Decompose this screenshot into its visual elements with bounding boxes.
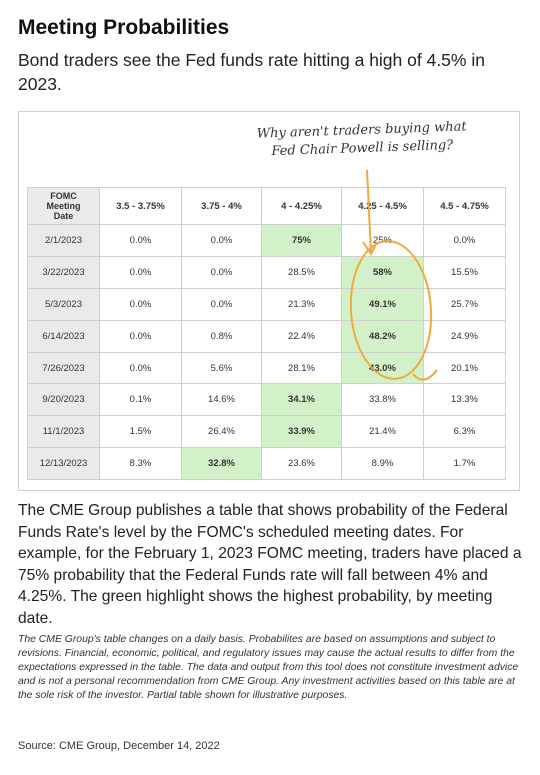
column-header: 4 - 4.25% (261, 187, 342, 225)
corner-header: FOMC Meeting Date (27, 187, 100, 225)
handwritten-annotation: Why aren't traders buying what Fed Chair… (236, 118, 487, 163)
probability-figure: Why aren't traders buying what Fed Chair… (18, 111, 520, 491)
probability-cell: 20.1% (423, 351, 506, 385)
probability-cell: 0.0% (99, 319, 182, 353)
meeting-date: 11/1/2023 (27, 415, 100, 449)
probability-cell: 0.8% (181, 319, 262, 353)
probability-cell: 0.0% (99, 351, 182, 385)
corner-line: Date (53, 211, 74, 221)
probability-cell: 8.3% (99, 447, 182, 481)
probability-cell: 1.7% (423, 447, 506, 481)
highest-probability-cell: 33.9% (261, 415, 342, 449)
probability-cell: 0.1% (99, 383, 182, 417)
meeting-probabilities-table: FOMC Meeting Date 3.5 - 3.75% 3.75 - 4% … (27, 187, 506, 481)
table-row: 6/14/2023 0.0% 0.8% 22.4% 48.2% 24.9% (27, 319, 506, 353)
column-header: 3.5 - 3.75% (99, 187, 182, 225)
disclaimer: The CME Group's table changes on a daily… (18, 634, 519, 701)
probability-cell: 0.0% (181, 287, 262, 321)
highest-probability-cell: 75% (261, 224, 342, 257)
column-header: 4.5 - 4.75% (423, 187, 506, 225)
probability-cell: 8.9% (341, 447, 424, 481)
probability-cell: 23.6% (261, 447, 342, 481)
probability-cell: 14.6% (181, 383, 262, 417)
highest-probability-cell: 58% (341, 255, 424, 289)
probability-cell: 0.0% (181, 224, 262, 257)
description: The CME Group publishes a table that sho… (18, 502, 522, 627)
probability-cell: 28.5% (261, 255, 342, 289)
table-header-row: FOMC Meeting Date 3.5 - 3.75% 3.75 - 4% … (27, 187, 506, 225)
meeting-date: 6/14/2023 (27, 319, 100, 353)
probability-cell: 24.9% (423, 319, 506, 353)
probability-cell: 15.5% (423, 255, 506, 289)
probability-cell: 21.4% (341, 415, 424, 449)
table-body: 2/1/2023 0.0% 0.0% 75% 25% 0.0% 3/22/2023 0.0% 0… (27, 224, 506, 481)
table-row: 11/1/2023 1.5% 26.4% 33.9% 21.4% 6.3% (27, 415, 506, 449)
table-row: 3/22/2023 0.0% 0.0% 28.5% 58% 15.5% (27, 255, 506, 289)
probability-cell: 5.6% (181, 351, 262, 385)
probability-cell: 1.5% (99, 415, 182, 449)
page-subtitle: Bond traders see the Fed funds rate hitt… (18, 50, 485, 94)
meeting-date: 3/22/2023 (27, 255, 100, 289)
probability-cell: 21.3% (261, 287, 342, 321)
probability-cell: 6.3% (423, 415, 506, 449)
highest-probability-cell: 32.8% (181, 447, 262, 481)
highest-probability-cell: 43.0% (341, 351, 424, 385)
table-row: 2/1/2023 0.0% 0.0% 75% 25% 0.0% (27, 224, 506, 257)
probability-cell: 33.8% (341, 383, 424, 417)
highest-probability-cell: 34.1% (261, 383, 342, 417)
probability-cell: 0.0% (423, 224, 506, 257)
column-header: 4.25 - 4.5% (341, 187, 424, 225)
probability-cell: 25.7% (423, 287, 506, 321)
probability-cell: 0.0% (99, 255, 182, 289)
highest-probability-cell: 49.1% (341, 287, 424, 321)
table-row: 12/13/2023 8.3% 32.8% 23.6% 8.9% 1.7% (27, 447, 506, 481)
table-row: 9/20/2023 0.1% 14.6% 34.1% 33.8% 13.3% (27, 383, 506, 417)
meeting-date: 12/13/2023 (27, 447, 100, 481)
column-header: 3.75 - 4% (181, 187, 262, 225)
highest-probability-cell: 48.2% (341, 319, 424, 353)
probability-cell: 22.4% (261, 319, 342, 353)
table-row: 7/26/2023 0.0% 5.6% 28.1% 43.0% 20.1% (27, 351, 506, 385)
probability-cell: 0.0% (99, 224, 182, 257)
meeting-date: 2/1/2023 (27, 224, 100, 257)
source-note: Source: CME Group, December 14, 2022 (18, 740, 220, 752)
probability-cell: 0.0% (99, 287, 182, 321)
meeting-date: 9/20/2023 (27, 383, 100, 417)
meeting-date: 5/3/2023 (27, 287, 100, 321)
probability-cell: 0.0% (181, 255, 262, 289)
probability-cell: 28.1% (261, 351, 342, 385)
probability-cell: 13.3% (423, 383, 506, 417)
page-title: Meeting Probabilities (18, 16, 230, 39)
table-row: 5/3/2023 0.0% 0.0% 21.3% 49.1% 25.7% (27, 287, 506, 321)
probability-cell: 26.4% (181, 415, 262, 449)
meeting-date: 7/26/2023 (27, 351, 100, 385)
corner-line: FOMC (50, 191, 77, 201)
corner-line: Meeting (46, 201, 81, 211)
